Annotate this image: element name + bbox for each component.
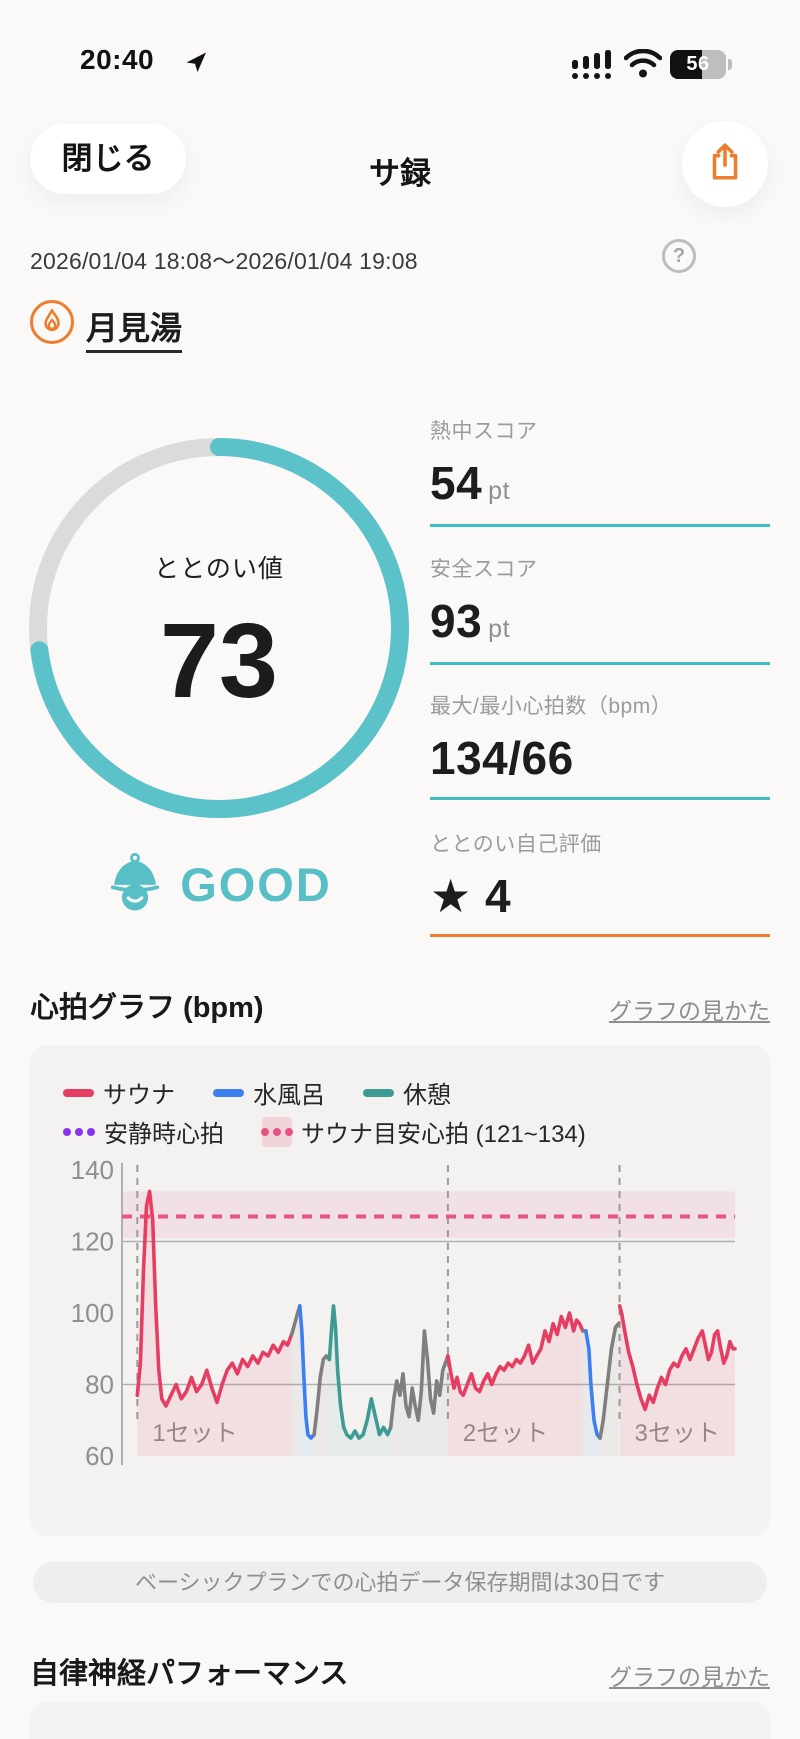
share-button[interactable]: [682, 121, 768, 207]
star-rating-value: ★ 4: [430, 870, 512, 922]
stat-heat-score: 熱中スコア 54 pt: [430, 415, 770, 527]
close-button[interactable]: 閉じる: [30, 124, 186, 194]
cellular-signal-icon: [570, 50, 616, 80]
svg-text:100: 100: [71, 1298, 114, 1328]
autonomic-title: 自律神経パフォーマンス: [30, 1658, 349, 1690]
legend-swatch-line: [363, 1088, 394, 1097]
svg-text:2セット: 2セット: [463, 1420, 548, 1447]
stat-self-rating[interactable]: ととのい自己評価 ★ 4: [430, 828, 770, 937]
heart-graph-help-link[interactable]: グラフの見かた: [609, 998, 770, 1024]
legend-swatch-band: [261, 1116, 293, 1147]
sauna-flame-icon: [30, 300, 74, 344]
legend-swatch-line: [63, 1088, 94, 1097]
stat-max-min-hr: 最大/最小心拍数（bpm） 134/66: [430, 690, 770, 800]
autonomic-chart-card: [30, 1702, 770, 1739]
autonomic-help-link[interactable]: グラフの見かた: [609, 1664, 770, 1690]
stat-unit: pt: [488, 477, 511, 505]
chart-legend-row-2: 安静時心拍 サウナ目安心拍 (121~134): [63, 1114, 586, 1149]
gauge-label: ととのい値: [154, 555, 284, 583]
svg-text:140: 140: [71, 1155, 114, 1185]
stat-unit: pt: [488, 615, 511, 643]
stat-label: 熱中スコア: [430, 420, 538, 443]
legend-sauna: サウナ: [63, 1075, 175, 1110]
plan-note: ベーシックプランでの心拍データ保存期間は30日です: [33, 1562, 767, 1603]
svg-text:80: 80: [85, 1370, 114, 1400]
stat-label: ととのい自己評価: [430, 833, 602, 856]
stat-value: 54: [430, 457, 483, 509]
facility-link[interactable]: 月見湯: [86, 303, 183, 353]
totonoi-gauge: [29, 438, 409, 818]
svg-text:60: 60: [85, 1441, 114, 1471]
heart-graph-title: 心拍グラフ (bpm): [30, 992, 264, 1024]
wifi-icon: [623, 48, 663, 83]
rating-label: GOOD: [180, 858, 332, 911]
stat-safety-score: 安全スコア 93 pt: [430, 553, 770, 665]
sauna-hat-icon: [106, 852, 164, 917]
gauge-value: 73: [160, 602, 278, 720]
heart-rate-chart: 140 120 100 80 60 1セット 2セット 3セット: [71, 1155, 737, 1471]
svg-text:1セット: 1セット: [152, 1420, 237, 1447]
heart-rate-chart-card: サウナ 水風呂 休憩 安静時心拍 サウナ目安心拍 (121~134) 140 12…: [30, 1045, 770, 1536]
stat-value: 93: [430, 595, 483, 647]
battery-nub: [728, 59, 732, 70]
rating-row: GOOD: [29, 852, 409, 917]
svg-text:3セット: 3セット: [635, 1420, 720, 1447]
legend-water: 水風呂: [213, 1075, 325, 1110]
help-icon[interactable]: ?: [662, 239, 696, 273]
svg-text:120: 120: [71, 1227, 114, 1257]
status-time: 20:40: [80, 44, 155, 75]
stat-label: 安全スコア: [430, 558, 538, 581]
stat-value: 134/66: [430, 732, 574, 784]
share-icon: [705, 141, 745, 188]
legend-target-band: サウナ目安心拍 (121~134): [261, 1114, 586, 1149]
stat-label: 最大/最小心拍数（bpm）: [430, 695, 673, 718]
battery-percent: 56: [686, 53, 710, 75]
legend-swatch-dots: [63, 1127, 95, 1136]
legend-rest: 休憩: [363, 1075, 451, 1110]
chart-legend-row-1: サウナ 水風呂 休憩: [63, 1075, 451, 1110]
session-date-range: 2026/01/04 18:08～2026/01/04 19:08: [30, 248, 418, 274]
page-title: サ録: [369, 156, 431, 191]
legend-swatch-line: [213, 1088, 244, 1097]
battery-icon: 56: [670, 50, 726, 79]
legend-resting-hr: 安静時心拍: [63, 1114, 224, 1149]
location-arrow-icon: [184, 50, 208, 79]
